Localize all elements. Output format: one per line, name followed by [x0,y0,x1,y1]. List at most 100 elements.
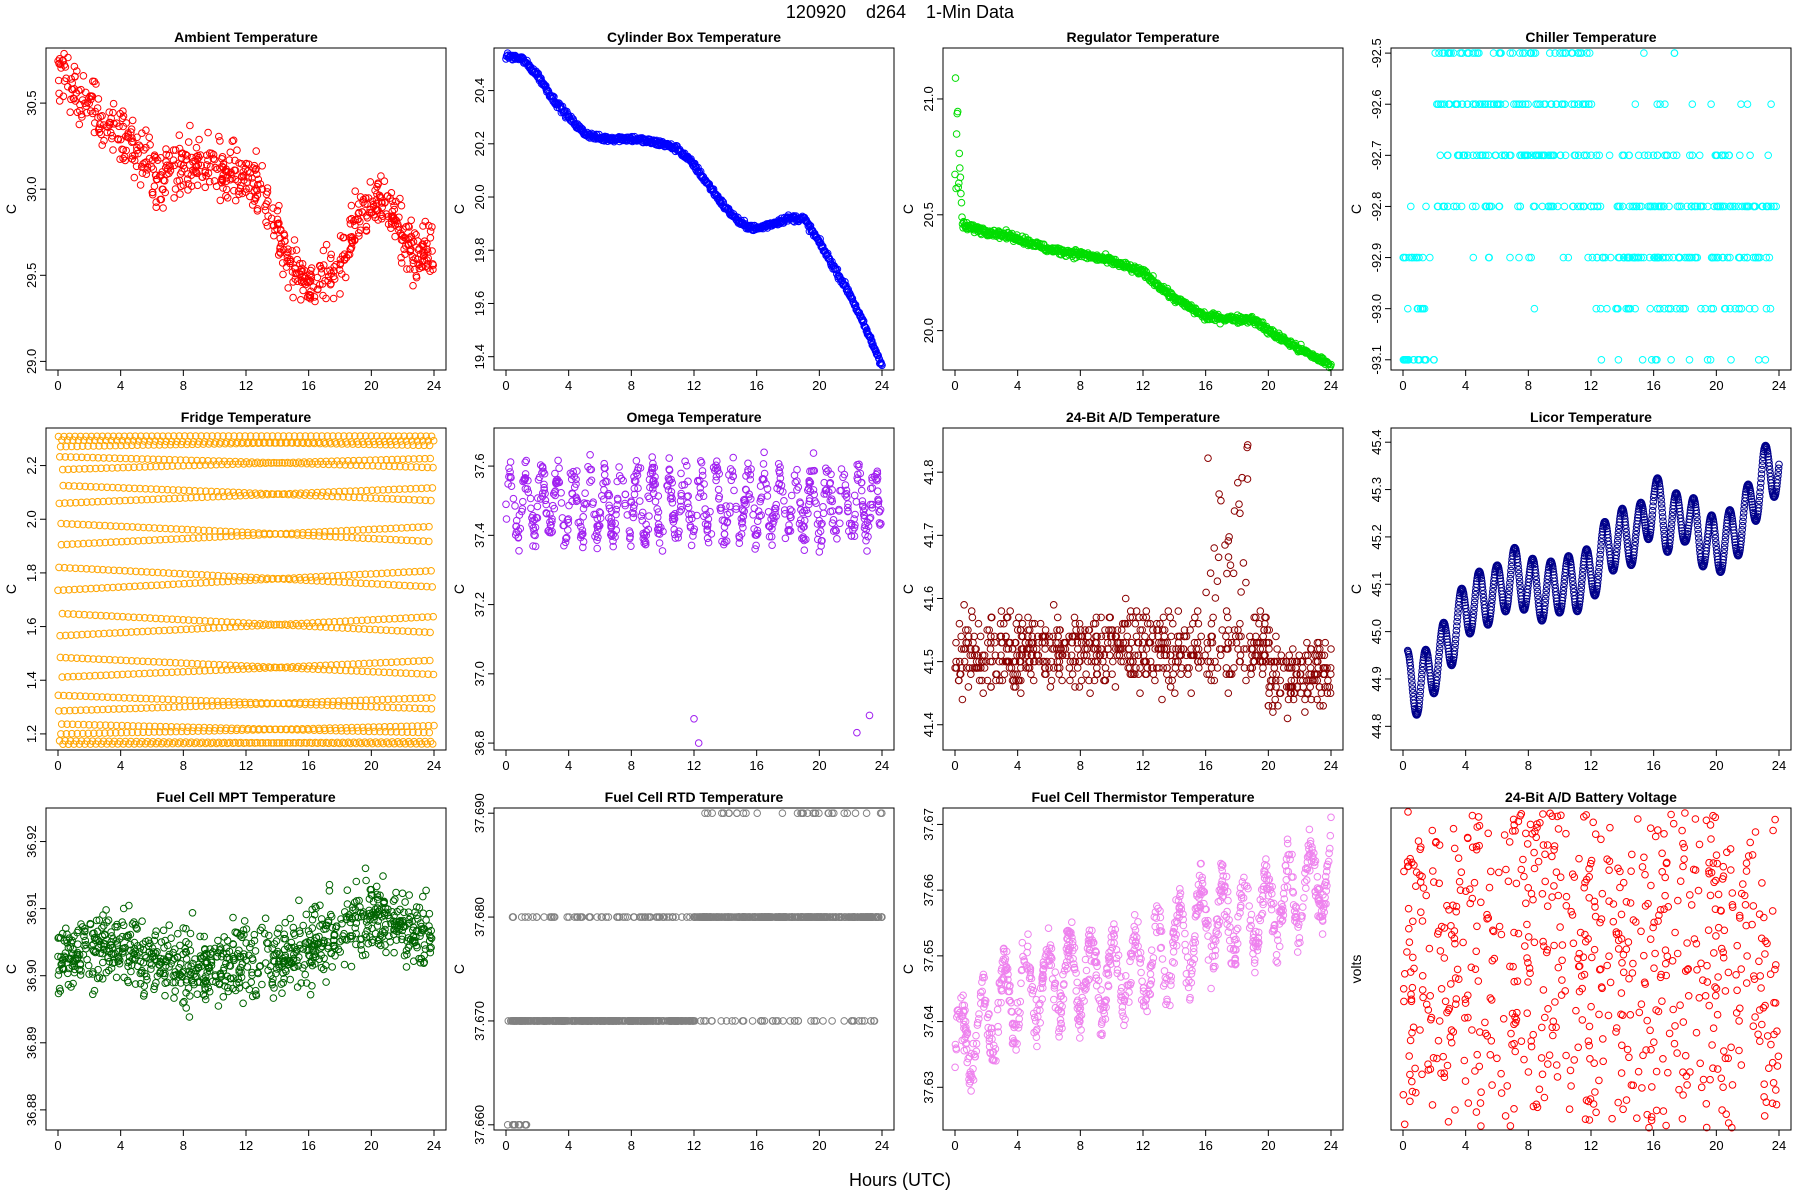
y-tick-label: 37.0 [472,661,487,686]
data-point [1667,356,1675,364]
data-point [242,159,251,168]
data-point [316,261,324,270]
data-point [714,485,723,494]
data-point [60,49,68,58]
data-point [586,451,594,459]
data-point [211,163,220,172]
y-tick-label: 1.2 [24,725,39,743]
data-point [1073,664,1082,672]
data-point [1625,151,1633,160]
data-point [356,226,365,235]
data-point [391,232,399,241]
data-point [1670,49,1679,57]
data-point [1210,544,1218,552]
x-tick-label: 12 [687,758,701,773]
data-point [511,502,519,510]
data-point [632,457,641,465]
data-point [637,512,646,520]
x-tick-label: 20 [812,758,826,773]
x-tick-label: 8 [1077,378,1084,393]
data-point [296,259,304,268]
y-axis-label: C [900,204,916,214]
data-point [1695,151,1704,160]
data-point [59,92,68,101]
x-tick-label: 24 [427,378,441,393]
data-point [690,715,698,723]
data-point [307,287,315,296]
y-tick-label: 20.4 [472,78,487,103]
data-point [521,458,530,467]
y-tick-label: 37.4 [472,523,487,548]
y-tick-label: 20.5 [921,202,936,227]
data-point [665,454,674,462]
data-point [1746,151,1754,160]
data-point [683,461,691,470]
data-point [764,508,773,516]
data-point [109,146,117,154]
data-point [1407,202,1415,211]
x-tick-label: 12 [239,378,253,393]
y-tick-label: 30.5 [24,90,39,115]
data-point [1501,100,1509,108]
data-point [645,512,653,520]
data-point [248,201,257,209]
x-tick-label: 16 [301,758,315,773]
data-point [95,128,104,137]
data-point [505,464,513,473]
x-tick-label: 24 [427,758,441,773]
panel-title: Cylinder Box Temperature [607,29,781,45]
y-tick-label: 20.2 [472,131,487,156]
data-point [81,88,90,97]
series-points [951,441,1335,723]
data-point [502,500,510,509]
x-tick-label: 8 [180,378,187,393]
data-point [235,159,243,167]
y-tick-label: 19.4 [472,344,487,369]
data-point [171,146,180,154]
data-point [1743,100,1752,108]
data-point [1638,356,1647,364]
data-point [194,151,202,160]
x-tick-label: 16 [301,378,315,393]
data-point [75,120,84,129]
data-point [694,739,703,747]
data-point [1618,151,1627,160]
data-point [132,162,141,171]
data-point [768,541,776,550]
data-point [819,509,828,518]
data-point [81,99,89,107]
data-point [1646,304,1654,313]
data-point [229,136,238,145]
data-point [956,173,965,182]
series-points [951,74,1335,372]
data-point [1404,304,1412,313]
series-points [502,448,885,747]
panel-title: Fridge Temperature [181,409,312,425]
y-tick-label: 2.2 [24,457,39,475]
data-point [186,121,194,130]
data-point [217,179,226,187]
data-point [713,457,721,466]
data-point [952,130,961,138]
data-point [551,469,559,478]
x-tick-label: 24 [875,378,889,393]
data-point [677,469,685,478]
data-point [98,141,106,149]
data-point [1736,151,1744,160]
data-point [957,198,966,207]
y-tick-label: 19.8 [472,238,487,263]
data-point [94,95,103,103]
data-point [955,149,964,158]
data-point [388,197,397,205]
data-point [206,163,215,171]
x-tick-label: 16 [749,378,763,393]
data-point [284,245,292,253]
data-point [1596,304,1605,313]
data-point [800,546,809,555]
data-point [1422,202,1430,211]
data-point [586,478,594,486]
data-point [293,277,302,286]
data-point [1506,253,1514,262]
data-point [177,182,185,191]
